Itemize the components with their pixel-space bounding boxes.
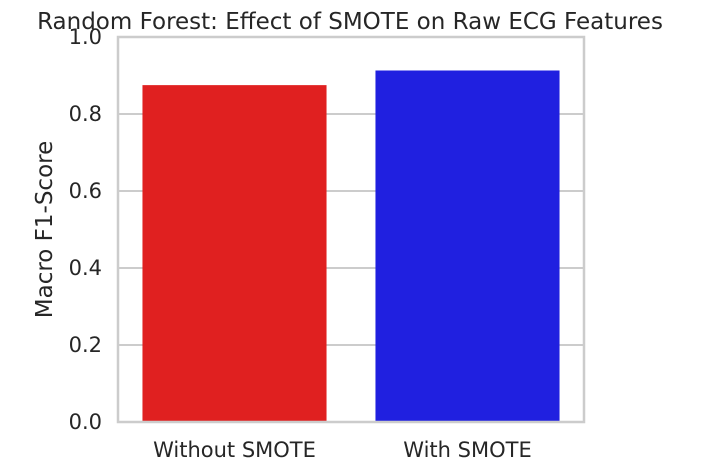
bar xyxy=(375,70,560,423)
y-axis-label: Macro F1-Score xyxy=(32,141,58,319)
plot-frame xyxy=(116,35,586,424)
y-tick-label: 0.6 xyxy=(69,179,102,203)
y-tick-label: 0.2 xyxy=(69,333,102,357)
chart-title: Random Forest: Effect of SMOTE on Raw EC… xyxy=(37,9,663,35)
bar xyxy=(142,85,327,422)
bars xyxy=(142,70,560,423)
y-tick-label: 1.0 xyxy=(69,25,102,49)
y-tick-label: 0.8 xyxy=(69,102,102,126)
x-tick-label: With SMOTE xyxy=(403,438,531,462)
x-tick-labels: Without SMOTE With SMOTE xyxy=(153,438,532,462)
x-tick-label: Without SMOTE xyxy=(153,438,316,462)
y-tick-label: 0.4 xyxy=(69,256,102,280)
y-tick-labels: 0.0 0.2 0.4 0.6 0.8 1.0 xyxy=(69,25,102,434)
y-tick-label: 0.0 xyxy=(69,410,102,434)
